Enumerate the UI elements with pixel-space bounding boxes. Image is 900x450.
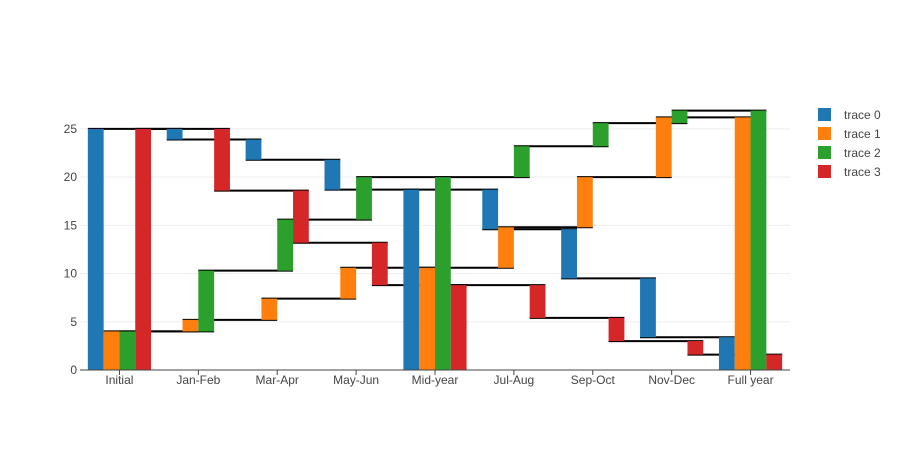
bar [718, 337, 735, 370]
legend-swatch [818, 108, 831, 121]
x-tick-label: Nov-Dec [648, 373, 695, 387]
bar [214, 128, 230, 191]
x-tick-label: Initial [105, 373, 133, 387]
legend-label: trace 3 [844, 165, 881, 179]
bar [198, 270, 215, 332]
bar [103, 331, 120, 370]
bar [293, 190, 309, 243]
legend-swatch [818, 146, 831, 159]
bars [87, 110, 783, 370]
legend-item[interactable]: trace 0 [818, 108, 881, 122]
y-tick-label: 25 [64, 122, 78, 136]
y-tick-label: 20 [64, 170, 78, 184]
bar [766, 354, 783, 370]
legend-label: trace 1 [844, 127, 881, 141]
legend[interactable]: trace 0 trace 1 trace 2 trace 3 [818, 108, 881, 179]
bar [608, 317, 625, 342]
bar [403, 189, 420, 370]
x-tick-label: May-Jun [333, 373, 379, 387]
bar [119, 331, 136, 370]
bar [261, 298, 278, 320]
bar [750, 110, 767, 370]
y-tick-label: 0 [70, 363, 77, 377]
y-tick-label: 10 [64, 267, 78, 281]
bar [576, 177, 593, 228]
bar [529, 285, 546, 318]
bar [245, 139, 262, 160]
bar [655, 117, 672, 178]
bar [498, 227, 514, 268]
bar [513, 146, 530, 178]
bar [324, 159, 341, 190]
bar [419, 267, 435, 370]
x-tick-label: Jan-Feb [176, 373, 220, 387]
bar [450, 285, 467, 370]
legend-label: trace 2 [844, 146, 881, 160]
bar [435, 177, 451, 370]
x-axis: Initial Jan-Feb Mar-Apr May-Jun Mid-year Jul-… [80, 369, 790, 387]
bar [166, 128, 183, 140]
x-tick-label: Jul-Aug [494, 373, 535, 387]
bar [482, 189, 499, 230]
x-tick-label: Full year [728, 373, 774, 387]
bar [182, 319, 199, 332]
bar [340, 267, 357, 299]
x-tick-label: Mid-year [412, 373, 459, 387]
bar [277, 219, 294, 271]
legend-label: trace 0 [844, 108, 881, 122]
x-tick-label: Sep-Oct [571, 373, 616, 387]
bar [640, 278, 656, 338]
bar [135, 128, 152, 370]
bar [87, 128, 104, 370]
bar [371, 242, 388, 286]
bar [356, 177, 372, 220]
bar [734, 117, 751, 370]
bar [561, 229, 577, 279]
legend-swatch [818, 165, 831, 178]
y-axis: 0 5 10 15 20 25 [64, 122, 78, 377]
x-tick-label: Mar-Apr [256, 373, 299, 387]
y-tick-label: 5 [70, 315, 77, 329]
legend-item[interactable]: trace 1 [818, 127, 881, 141]
bar [687, 341, 704, 355]
y-tick-label: 15 [64, 218, 78, 232]
legend-item[interactable]: trace 3 [818, 165, 881, 179]
bar [671, 110, 688, 124]
bar [592, 123, 609, 147]
legend-item[interactable]: trace 2 [818, 146, 881, 160]
legend-swatch [818, 127, 831, 140]
